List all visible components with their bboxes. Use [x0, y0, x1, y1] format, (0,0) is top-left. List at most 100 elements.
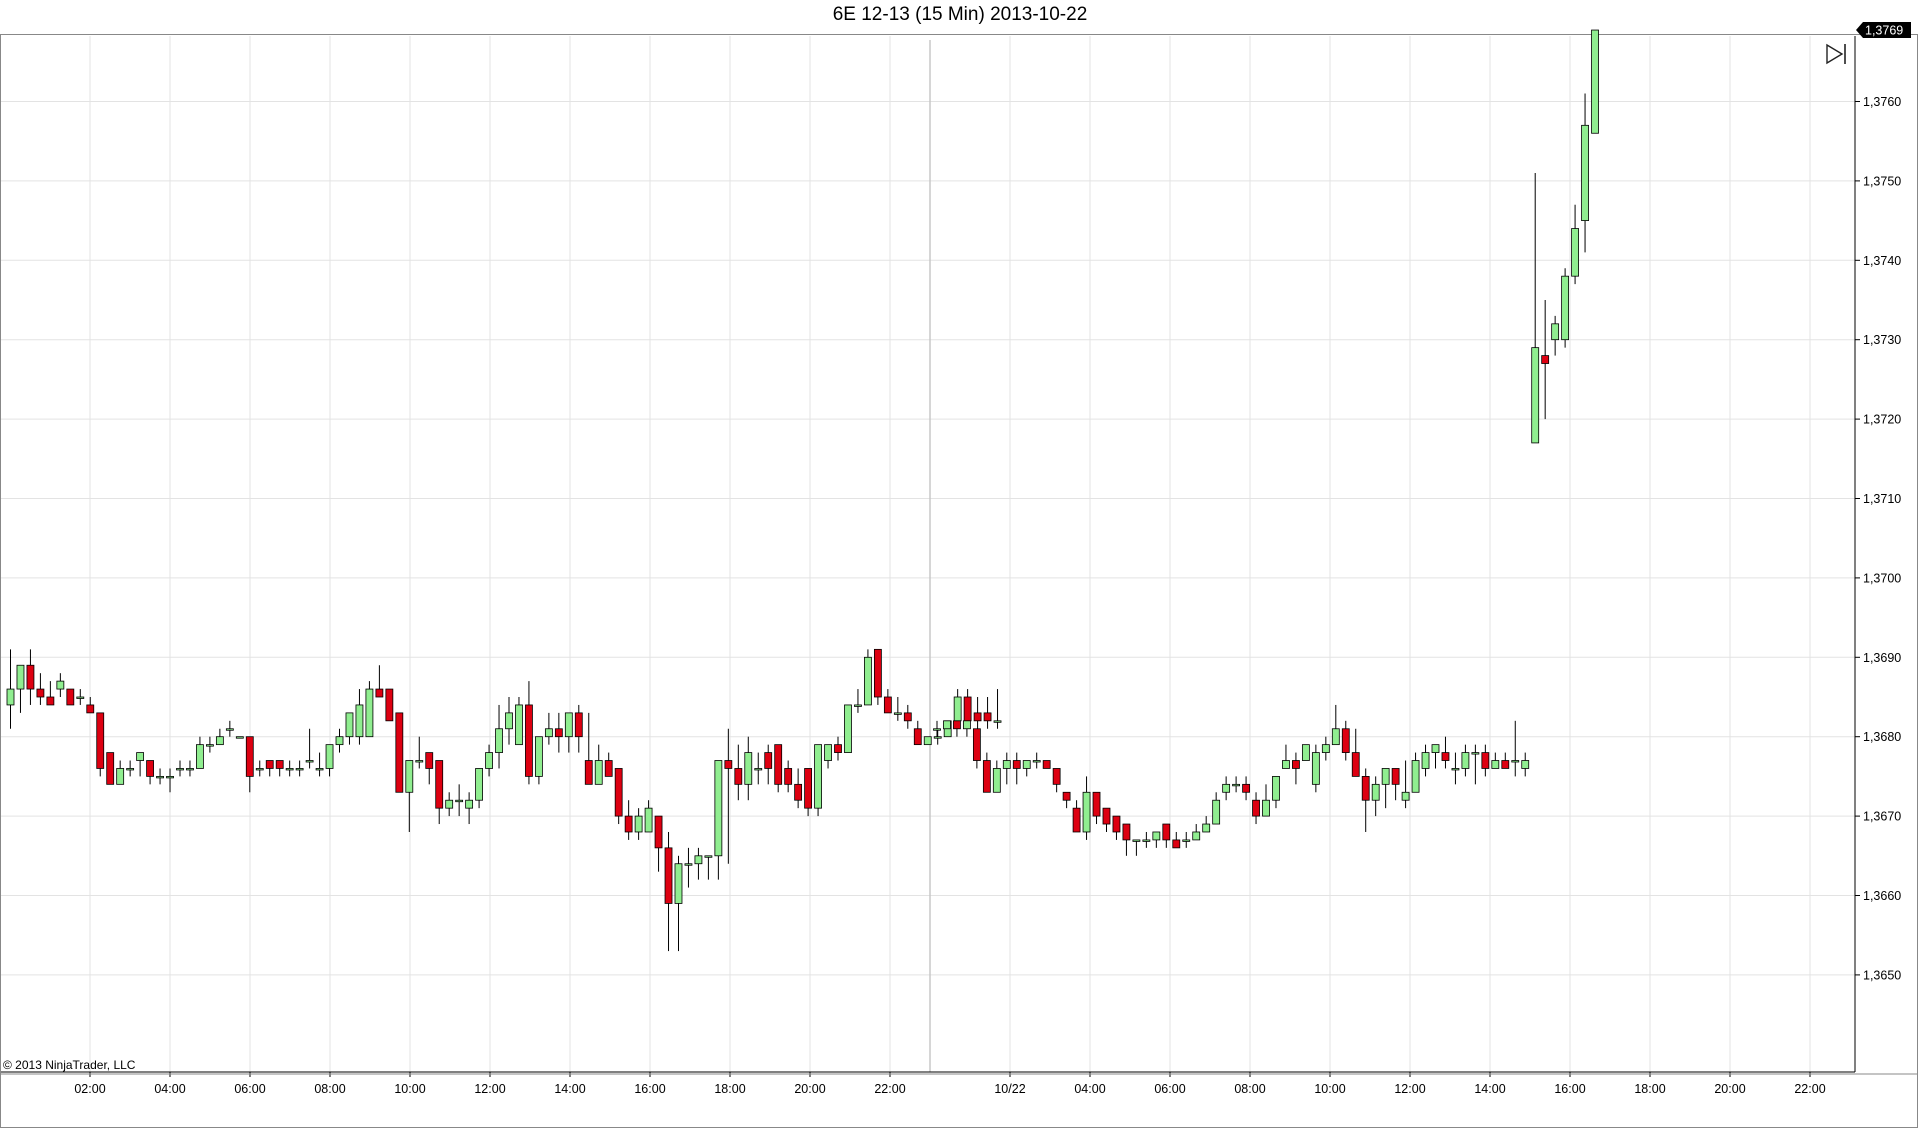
candle-body — [176, 768, 184, 771]
y-tick-label: 1,3670 — [1863, 810, 1901, 824]
candle-body — [634, 815, 643, 833]
candle-body — [465, 799, 474, 809]
x-tick-label: 14:00 — [554, 1082, 585, 1096]
chart-title: 6E 12-13 (15 Min) 2013-10-22 — [832, 4, 1088, 25]
candle-body — [395, 712, 404, 793]
candle-body — [515, 704, 523, 746]
candle-body — [1451, 768, 1460, 771]
candle-body — [56, 680, 65, 690]
x-tick-label: 04:00 — [154, 1082, 185, 1096]
candle-body — [564, 712, 573, 738]
candle-body — [704, 855, 713, 858]
candle-body — [1232, 783, 1240, 787]
candle-body — [1301, 744, 1310, 761]
candle-body — [305, 760, 314, 763]
candle-body — [694, 855, 703, 865]
candle-body — [774, 744, 783, 785]
candle-body — [355, 704, 364, 738]
candle-body — [36, 688, 45, 698]
candle-body — [963, 720, 971, 730]
candle-body — [1192, 831, 1201, 841]
candle-body — [86, 704, 95, 714]
candle-body — [993, 720, 1002, 723]
candle-body — [1401, 791, 1410, 801]
copyright-notice: © 2013 NinjaTrader, LLC — [3, 1058, 136, 1072]
candle-body — [1152, 831, 1161, 841]
candle-body — [455, 799, 464, 803]
candle-body — [495, 728, 503, 753]
candle-body — [584, 760, 593, 785]
candle-body — [844, 704, 852, 753]
candle-body — [435, 760, 444, 809]
candle-body — [1311, 752, 1320, 785]
candle-body — [654, 815, 663, 849]
x-tick-label: 08:00 — [314, 1082, 345, 1096]
candle-body — [415, 760, 424, 763]
candle-body — [1541, 355, 1550, 364]
candle-body — [525, 704, 533, 777]
candle-body — [66, 688, 75, 706]
candle-body — [1082, 791, 1091, 833]
candle-body — [554, 728, 563, 738]
candle-body — [1292, 760, 1300, 769]
candle-body — [1581, 124, 1589, 221]
candle-body — [215, 736, 224, 746]
candle-body — [425, 752, 434, 769]
candle-body — [953, 696, 962, 722]
candle-body — [754, 768, 763, 771]
candle-body — [1282, 760, 1290, 769]
candle-body — [485, 752, 493, 769]
candle-body — [724, 760, 733, 769]
candle-body — [1262, 799, 1270, 817]
y-tick-label: 1,3710 — [1863, 492, 1901, 506]
candle-body — [1521, 760, 1530, 769]
candle-body — [76, 696, 85, 699]
candle-body — [126, 768, 135, 771]
candle-body — [225, 728, 234, 731]
candle-body — [1591, 29, 1599, 134]
candle-body — [196, 744, 204, 769]
candle-body — [1092, 791, 1101, 817]
candle-body — [1062, 791, 1071, 801]
candle-body — [315, 768, 324, 771]
candle-body — [674, 863, 683, 904]
candle-body — [235, 736, 244, 739]
candle-body — [1501, 760, 1510, 769]
candle-body — [285, 768, 294, 771]
candle-body — [834, 744, 842, 753]
candle-body — [1561, 275, 1570, 341]
x-tick-label: 10:00 — [1314, 1082, 1345, 1096]
x-tick-label: 18:00 — [1634, 1082, 1665, 1096]
candle-body — [644, 807, 653, 833]
candle-body — [365, 688, 374, 738]
candle-body — [1202, 823, 1211, 833]
candle-body — [1272, 776, 1280, 801]
candle-body — [1331, 728, 1340, 746]
candle-body — [505, 712, 513, 730]
x-tick-label: 16:00 — [1554, 1082, 1585, 1096]
scroll-to-end-button[interactable] — [1824, 42, 1850, 66]
candle-body — [594, 760, 603, 785]
x-tick-label: 20:00 — [1714, 1082, 1745, 1096]
x-tick-label: 10/22 — [994, 1082, 1025, 1096]
candle-body — [744, 752, 753, 785]
candle-body — [1571, 228, 1579, 277]
candle-body — [1182, 839, 1191, 842]
x-tick-label: 02:00 — [74, 1082, 105, 1096]
last-price-label: 1,3769 — [1865, 24, 1903, 38]
candle-body — [973, 712, 982, 722]
candle-body — [106, 752, 115, 785]
candle-body — [46, 696, 55, 706]
candle-body — [794, 783, 803, 801]
y-tick-label: 1,3650 — [1863, 968, 1901, 982]
x-tick-label: 04:00 — [1074, 1082, 1105, 1096]
candle-body — [345, 712, 354, 738]
candle-body — [913, 728, 922, 746]
chart-frame[interactable] — [0, 34, 1918, 1128]
candle-body — [136, 752, 145, 761]
candle-body — [405, 760, 414, 793]
candle-body — [804, 768, 812, 809]
candle-body — [893, 712, 902, 715]
candle-body — [166, 776, 174, 779]
